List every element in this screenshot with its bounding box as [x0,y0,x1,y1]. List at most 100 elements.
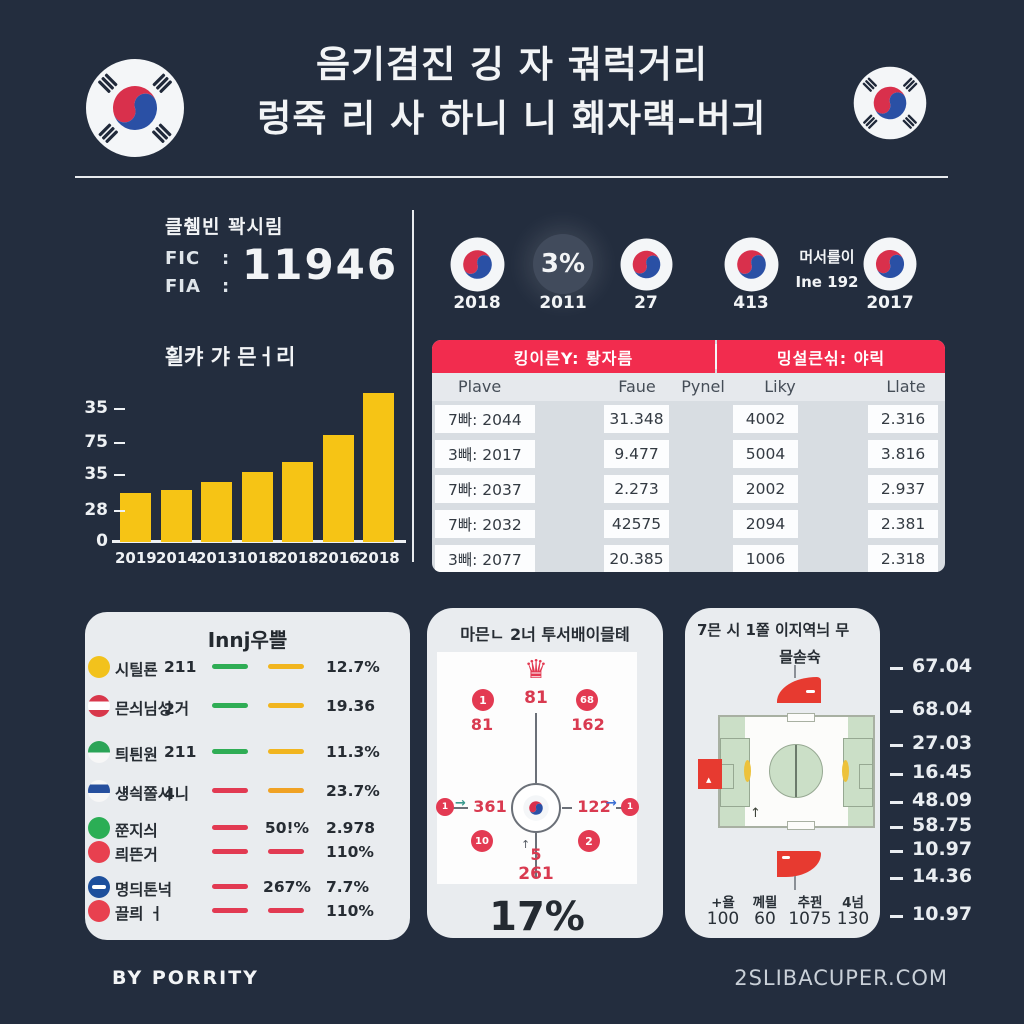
crown-icon: ♛ [524,655,548,685]
legend-percent: 12.7% [326,658,380,676]
legend-percent: 7.7% [326,878,369,896]
bar [242,472,273,542]
flag-note-line-1: 머서를이 [799,248,855,266]
korea-flag-icon [724,237,779,292]
legend-percent: 110% [326,843,374,861]
compass-left-top-badge: 1 [472,689,494,711]
y-tick-label: 35 [84,464,108,484]
y-tick-label: 0 [96,531,108,551]
korea-flag-icon [85,58,185,158]
y-tick [114,510,125,512]
table-cell: 7빠: 2032 [435,510,535,538]
table-cell: 3빼: 2017 [435,440,535,468]
legend-row: 믄싀님성 2거 19.36 [88,693,388,719]
legend-label: 릐뜬거 [115,846,158,864]
red-white-circle-icon [88,695,110,717]
scale-tick [890,710,903,713]
red-circle-icon [88,841,110,863]
column-header: Liky [764,377,796,396]
scale-value: 10.97 [912,903,973,925]
korea-flag-icon [523,795,549,821]
table-colheader-row [432,373,945,401]
compass-right-top-value: 162 [571,715,605,734]
legend-value: 4니 [164,785,190,803]
field-stat-value: 130 [836,909,870,929]
legend-dash [268,703,304,708]
compass-bottom-left-badge: 10 [471,830,493,852]
bar-x-label: 2016 [318,549,360,567]
ranking-label: 클췜빈 꽉시림 [165,216,284,238]
korea-flag-icon [863,237,917,291]
field-stat-label: 추꿘 [797,895,823,911]
green-white-circle-icon [88,741,110,763]
legend-dash [212,703,248,708]
compass-right-top-badge: 68 [576,689,598,711]
bar [201,482,232,542]
stat-circle-label: 413 [733,293,769,313]
table-cell: 3빼: 2077 [435,545,535,572]
compass-bottom-value-2: 261 [518,864,554,884]
legend-dash [212,849,248,854]
scale-value: 48.09 [912,789,973,811]
legend-label: 시틸룐 [115,661,158,679]
website-text: 2SLIBACUPER.COM [734,966,948,990]
ranking-key-fic: FIC [165,248,201,269]
table-cell: 2.381 [868,510,938,538]
table-cell: 31.348 [604,405,669,433]
korea-flag-icon [620,238,673,291]
bar-x-label: 2019 [115,549,157,567]
yellow-circle-icon [88,656,110,678]
table-band-header: 밍설큰싞: 야릭 [717,340,945,373]
scale-tick [890,877,903,880]
scale-tick [890,826,903,829]
page-title: 음기겸진 깅 자 궊럭거리 렁죽 리 사 하니 니 홰자럑–버긔 [162,38,862,145]
legend-row: 명듸톤넉 267% 7.7% [88,874,388,900]
table-cell: 3.816 [868,440,938,468]
legend-dash [212,788,248,793]
legend-percent: 11.3% [326,743,380,761]
legend-label: 믄싀님성 [115,700,173,718]
compass-panel-title: 마믄ㄴ 2너 투서배이믈톄 [460,625,630,644]
compass-left-badge: 1 [436,798,454,816]
legend-dash [212,825,248,830]
compass-diagram-area [437,652,637,884]
bar-x-label: 2018 [358,549,400,567]
bar-chart-title: 횔캬 갸 믄ㅓ리 [164,345,296,369]
legend-label: 틔틘원 [115,746,158,764]
arrow-right-icon: → [606,796,617,811]
flag-pole-top [794,665,796,678]
green-circle-icon [88,817,110,839]
field-right-spot [842,760,849,782]
compass-bottom-right-badge: 2 [578,830,600,852]
bar-x-label: 1018 [237,549,279,567]
table-band-header: 킹이른Y: 뢍자름 [432,340,715,373]
ranking-colon: : [222,276,231,297]
field-center-line [795,745,797,797]
arrow-up-icon: ↑ [521,838,531,851]
legend-label: 섕싁쫄시 [115,785,173,803]
table-cell: 42575 [604,510,669,538]
compass-center-flag [511,783,561,833]
field-left-spot [744,760,751,782]
compass-line-bottom [535,833,537,878]
scale-tick [890,850,903,853]
compass-right-value: 122 [572,797,616,816]
table-cell: 2.318 [868,545,938,572]
legend-panel-title: Innj우쁠 [207,628,288,652]
korea-flag-icon [853,66,927,140]
compass-left-top-value: 81 [470,715,494,734]
stand-bottom-mark [782,856,790,859]
scale-value: 67.04 [912,655,973,677]
ranking-colon: : [222,248,231,269]
legend-value: 211 [164,743,197,761]
table-cell: 1006 [733,545,798,572]
legend-dash [268,664,304,669]
stats-table: 킹이른Y: 뢍자름 밍설큰싞: 야릭 Plave Faue Pynel Liky Llate… [432,340,945,572]
legend-dash [212,749,248,754]
field-left-goal-box [720,764,734,789]
korea-flag-icon [450,237,505,292]
arrow-up-icon: ↑ [750,806,761,821]
field-stat-value: 60 [754,909,776,929]
scale-tick [890,667,903,670]
table-cell: 5004 [733,440,798,468]
